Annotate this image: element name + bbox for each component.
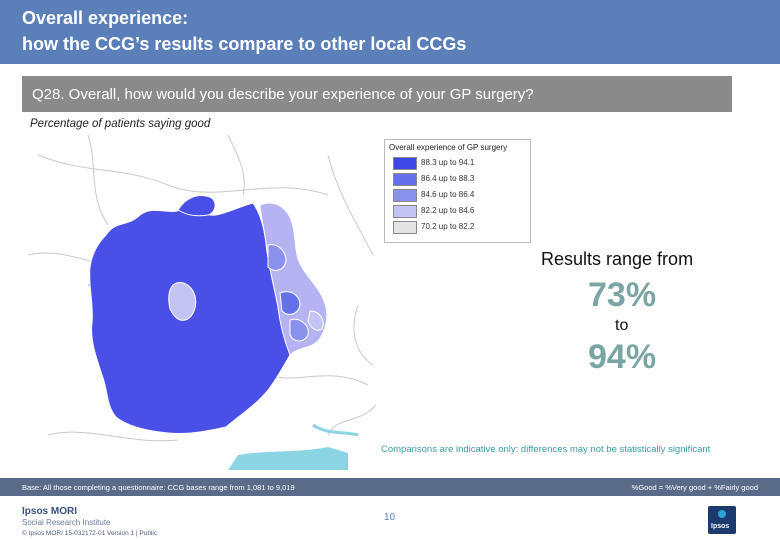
legend-swatch [393, 221, 417, 234]
footer-formula-text: %Good = %Very good + %Fairly good [631, 483, 758, 492]
logo-subtitle: Social Research Institute [22, 518, 111, 527]
map-region-light [168, 282, 197, 321]
ccg-map [27, 134, 378, 470]
legend-label: 70.2 up to 82.2 [421, 222, 475, 231]
title-bar: Overall experience: how the CCG’s result… [0, 0, 780, 64]
ipsos-mori-logo-text: Ipsos MORI [22, 506, 78, 517]
results-max-percent: 94% [588, 338, 657, 376]
page-title-line-2: how the CCG’s results compare to other l… [22, 34, 467, 54]
page-number: 10 [384, 512, 396, 523]
legend-swatch [393, 157, 417, 170]
results-to-label: to [615, 317, 629, 334]
question-bar: Q28. Overall, how would you describe you… [22, 76, 732, 112]
logo-dot-icon [718, 510, 726, 518]
legend-label: 86.4 up to 88.3 [421, 174, 475, 183]
footer-base-text: Base: All those completing a questionnai… [22, 483, 295, 492]
legend-item: 84.6 up to 86.4 [393, 189, 528, 202]
page-title-line-1: Overall experience: [22, 8, 189, 28]
legend-item: 70.2 up to 82.2 [393, 221, 528, 234]
legend-swatch [393, 189, 417, 202]
legend-item: 88.3 up to 94.1 [393, 157, 528, 170]
map-graphic [27, 134, 378, 470]
legend-title: Overall experience of GP surgery [389, 143, 508, 152]
legend-item: 86.4 up to 88.3 [393, 173, 528, 186]
results-range-label: Results range from [541, 249, 694, 269]
logo-mark-icon: Ipsos [711, 523, 730, 530]
legend-label: 88.3 up to 94.1 [421, 158, 475, 167]
ipsos-logo-icon: Ipsos [708, 506, 736, 534]
results-min-percent: 73% [588, 276, 657, 314]
map-legend: Overall experience of GP surgery 88.3 up… [384, 139, 531, 243]
legend-swatch [393, 173, 417, 186]
question-text: Q28. Overall, how would you describe you… [32, 86, 534, 103]
legend-item: 82.2 up to 84.6 [393, 205, 528, 218]
legend-label: 82.2 up to 84.6 [421, 206, 475, 215]
copyright-text: © Ipsos MORI 15-032172-01 Version 1 | Pu… [22, 530, 158, 537]
map-region-main [89, 202, 291, 434]
significance-note: Comparisons are indicative only: differe… [381, 444, 711, 455]
footer-bar: Base: All those completing a questionnai… [0, 478, 780, 496]
legend-label: 84.6 up to 86.4 [421, 190, 475, 199]
legend-swatch [393, 205, 417, 218]
chart-subtitle: Percentage of patients saying good [30, 118, 211, 130]
